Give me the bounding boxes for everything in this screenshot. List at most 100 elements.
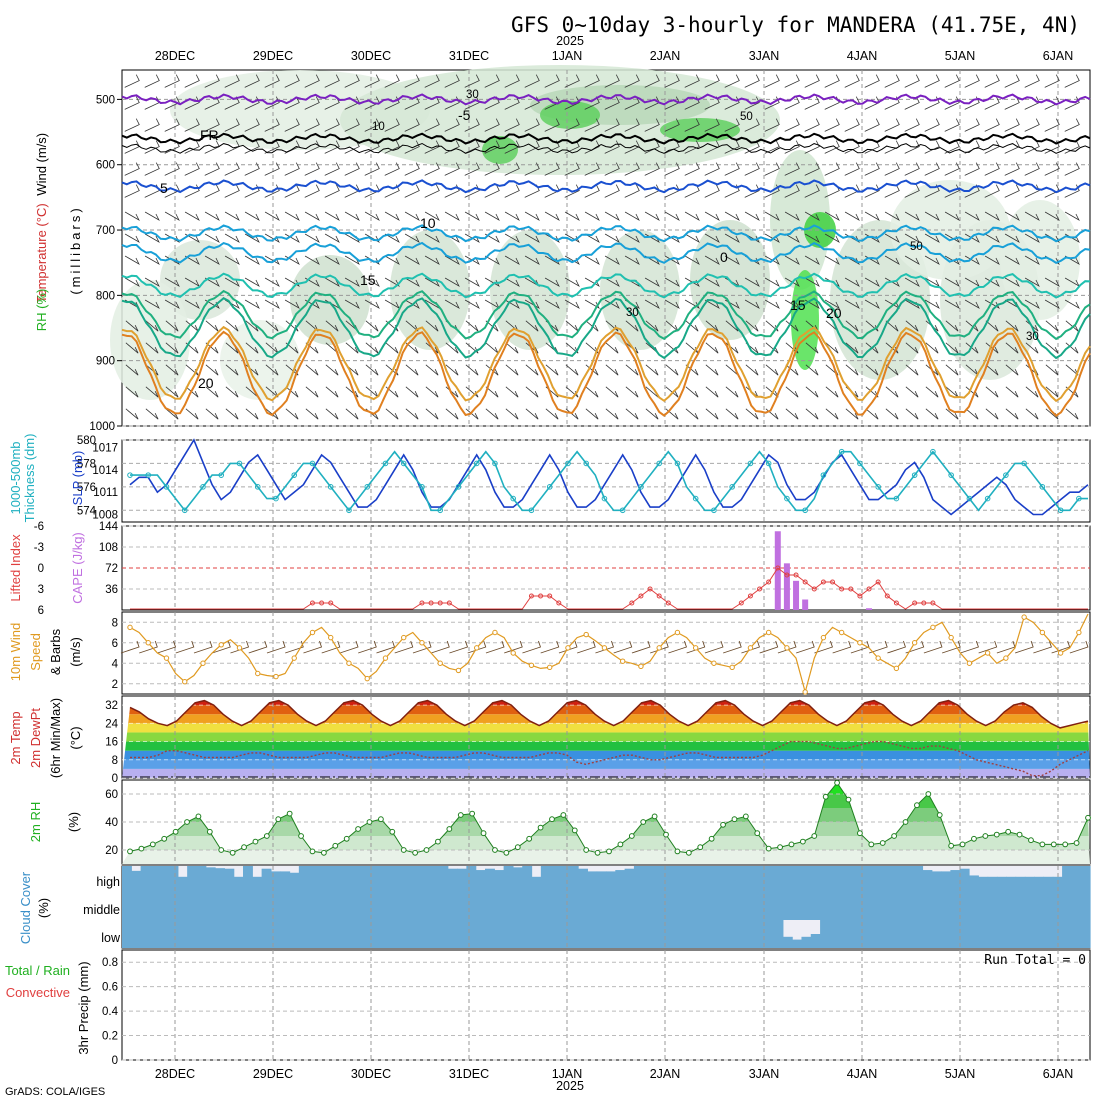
rh2m-point: [161, 835, 168, 842]
wind10m-barb: [905, 640, 925, 654]
wind-barb: [404, 140, 420, 154]
cloud-bar: [159, 866, 170, 893]
wind-barb: [1065, 408, 1079, 420]
rh2m-label-b: (%): [66, 812, 81, 832]
wind-barb: [804, 162, 820, 176]
rh2m-point: [834, 779, 840, 786]
lifted-index-point: [547, 593, 553, 599]
wind10m-barb: [376, 640, 396, 654]
wind-barb: [865, 364, 879, 376]
cloud-bar: [131, 870, 142, 893]
rh2m-point: [1073, 840, 1080, 846]
wind-barb: [745, 320, 759, 332]
wind-barb: [764, 299, 780, 310]
cloud-bar: [652, 893, 663, 920]
pressure-tick-label: 800: [96, 290, 115, 302]
wind10m-barb: [339, 640, 359, 654]
temp-contour-label: 5: [160, 180, 168, 196]
wind-barb: [564, 96, 580, 110]
wind-speed-point: [638, 663, 644, 670]
cloud-bar: [848, 920, 858, 948]
wind-barb: [224, 184, 240, 198]
cape-bar: [783, 563, 790, 610]
wind-barb: [604, 211, 620, 222]
wind-barb: [844, 96, 860, 110]
date-label-top: 30DEC: [351, 49, 391, 63]
wind10m-barb: [978, 640, 998, 654]
temp2m-grid: [122, 696, 1090, 779]
cloud-bar: [587, 871, 598, 893]
wind-barb: [224, 162, 240, 176]
rh2m-point: [708, 835, 715, 842]
wind-speed-point: [1039, 629, 1046, 636]
cloud-bar: [838, 920, 849, 948]
wind-barb: [944, 96, 960, 110]
wind-barb: [804, 277, 820, 288]
lifted-index-point: [893, 600, 899, 606]
wind-barb: [744, 299, 760, 310]
wind-barb: [905, 408, 919, 420]
wind-barb: [1004, 118, 1020, 132]
temp2m-label-b: 2m DewPt: [28, 708, 43, 768]
rh2m-point: [765, 845, 772, 852]
thickness-point: [127, 472, 133, 478]
lifted-index-line: [130, 567, 1088, 610]
wind-barb: [824, 233, 840, 244]
cloud-bar: [345, 893, 356, 920]
wind-barb: [724, 74, 740, 88]
wind-barb: [524, 299, 540, 310]
cloud-bar: [885, 893, 896, 920]
rh2m-point: [571, 827, 578, 834]
cloud-bar: [587, 893, 598, 920]
wind-barb: [864, 299, 880, 310]
wind-barb: [344, 162, 360, 176]
wind-barb: [304, 74, 320, 88]
wind10m-barb: [412, 640, 432, 654]
wind-barb: [985, 386, 999, 398]
wind-barb: [125, 386, 139, 398]
wind-barb: [1024, 184, 1040, 198]
wind-barb: [424, 255, 440, 266]
lifted-index-point: [437, 600, 443, 606]
wind-barb: [385, 386, 399, 398]
wind-barb: [884, 162, 900, 176]
wind-barb: [984, 211, 1000, 222]
lifted-index-point: [857, 593, 863, 599]
cloud-bar: [578, 868, 588, 893]
cloud-bar: [913, 866, 924, 893]
cloud-bar: [978, 876, 989, 893]
cloud-bar: [308, 920, 319, 948]
wind-barb: [604, 118, 620, 132]
temp-tick-label: 8: [112, 755, 118, 767]
wind-barb: [784, 255, 800, 266]
wind-speed-point: [656, 645, 662, 651]
wind-barb: [564, 74, 580, 88]
wind-speed-point: [784, 645, 790, 651]
wind-barb: [305, 364, 319, 376]
wind-barb: [244, 277, 260, 288]
wind-barb: [545, 408, 559, 420]
wind-barb: [364, 211, 380, 222]
wind10m-barb: [850, 640, 870, 654]
cloud-bar: [913, 893, 924, 920]
cloud-bar: [857, 920, 868, 948]
rh2m-point: [275, 816, 282, 823]
cloud-bar: [801, 866, 812, 893]
cloud-bar: [522, 893, 533, 920]
cloud-bar: [252, 920, 263, 948]
rh2m-point: [720, 821, 726, 828]
wind-speed-point: [1057, 650, 1064, 656]
wind10m-barb: [960, 640, 979, 654]
rh2m-point: [469, 810, 476, 817]
wind10m-barbs: [120, 640, 1089, 654]
wind-barb: [305, 386, 319, 398]
wind-barb: [884, 74, 900, 88]
wind-barb: [264, 184, 280, 198]
cloud-bar: [838, 893, 849, 920]
date-label-bottom: 29DEC: [253, 1067, 293, 1081]
wind10m-barb: [595, 640, 615, 654]
rh2m-label-a: 2m RH: [28, 802, 43, 842]
wind-barb: [164, 74, 180, 88]
wind-barb: [924, 255, 940, 266]
cloud-bar: [922, 893, 933, 920]
